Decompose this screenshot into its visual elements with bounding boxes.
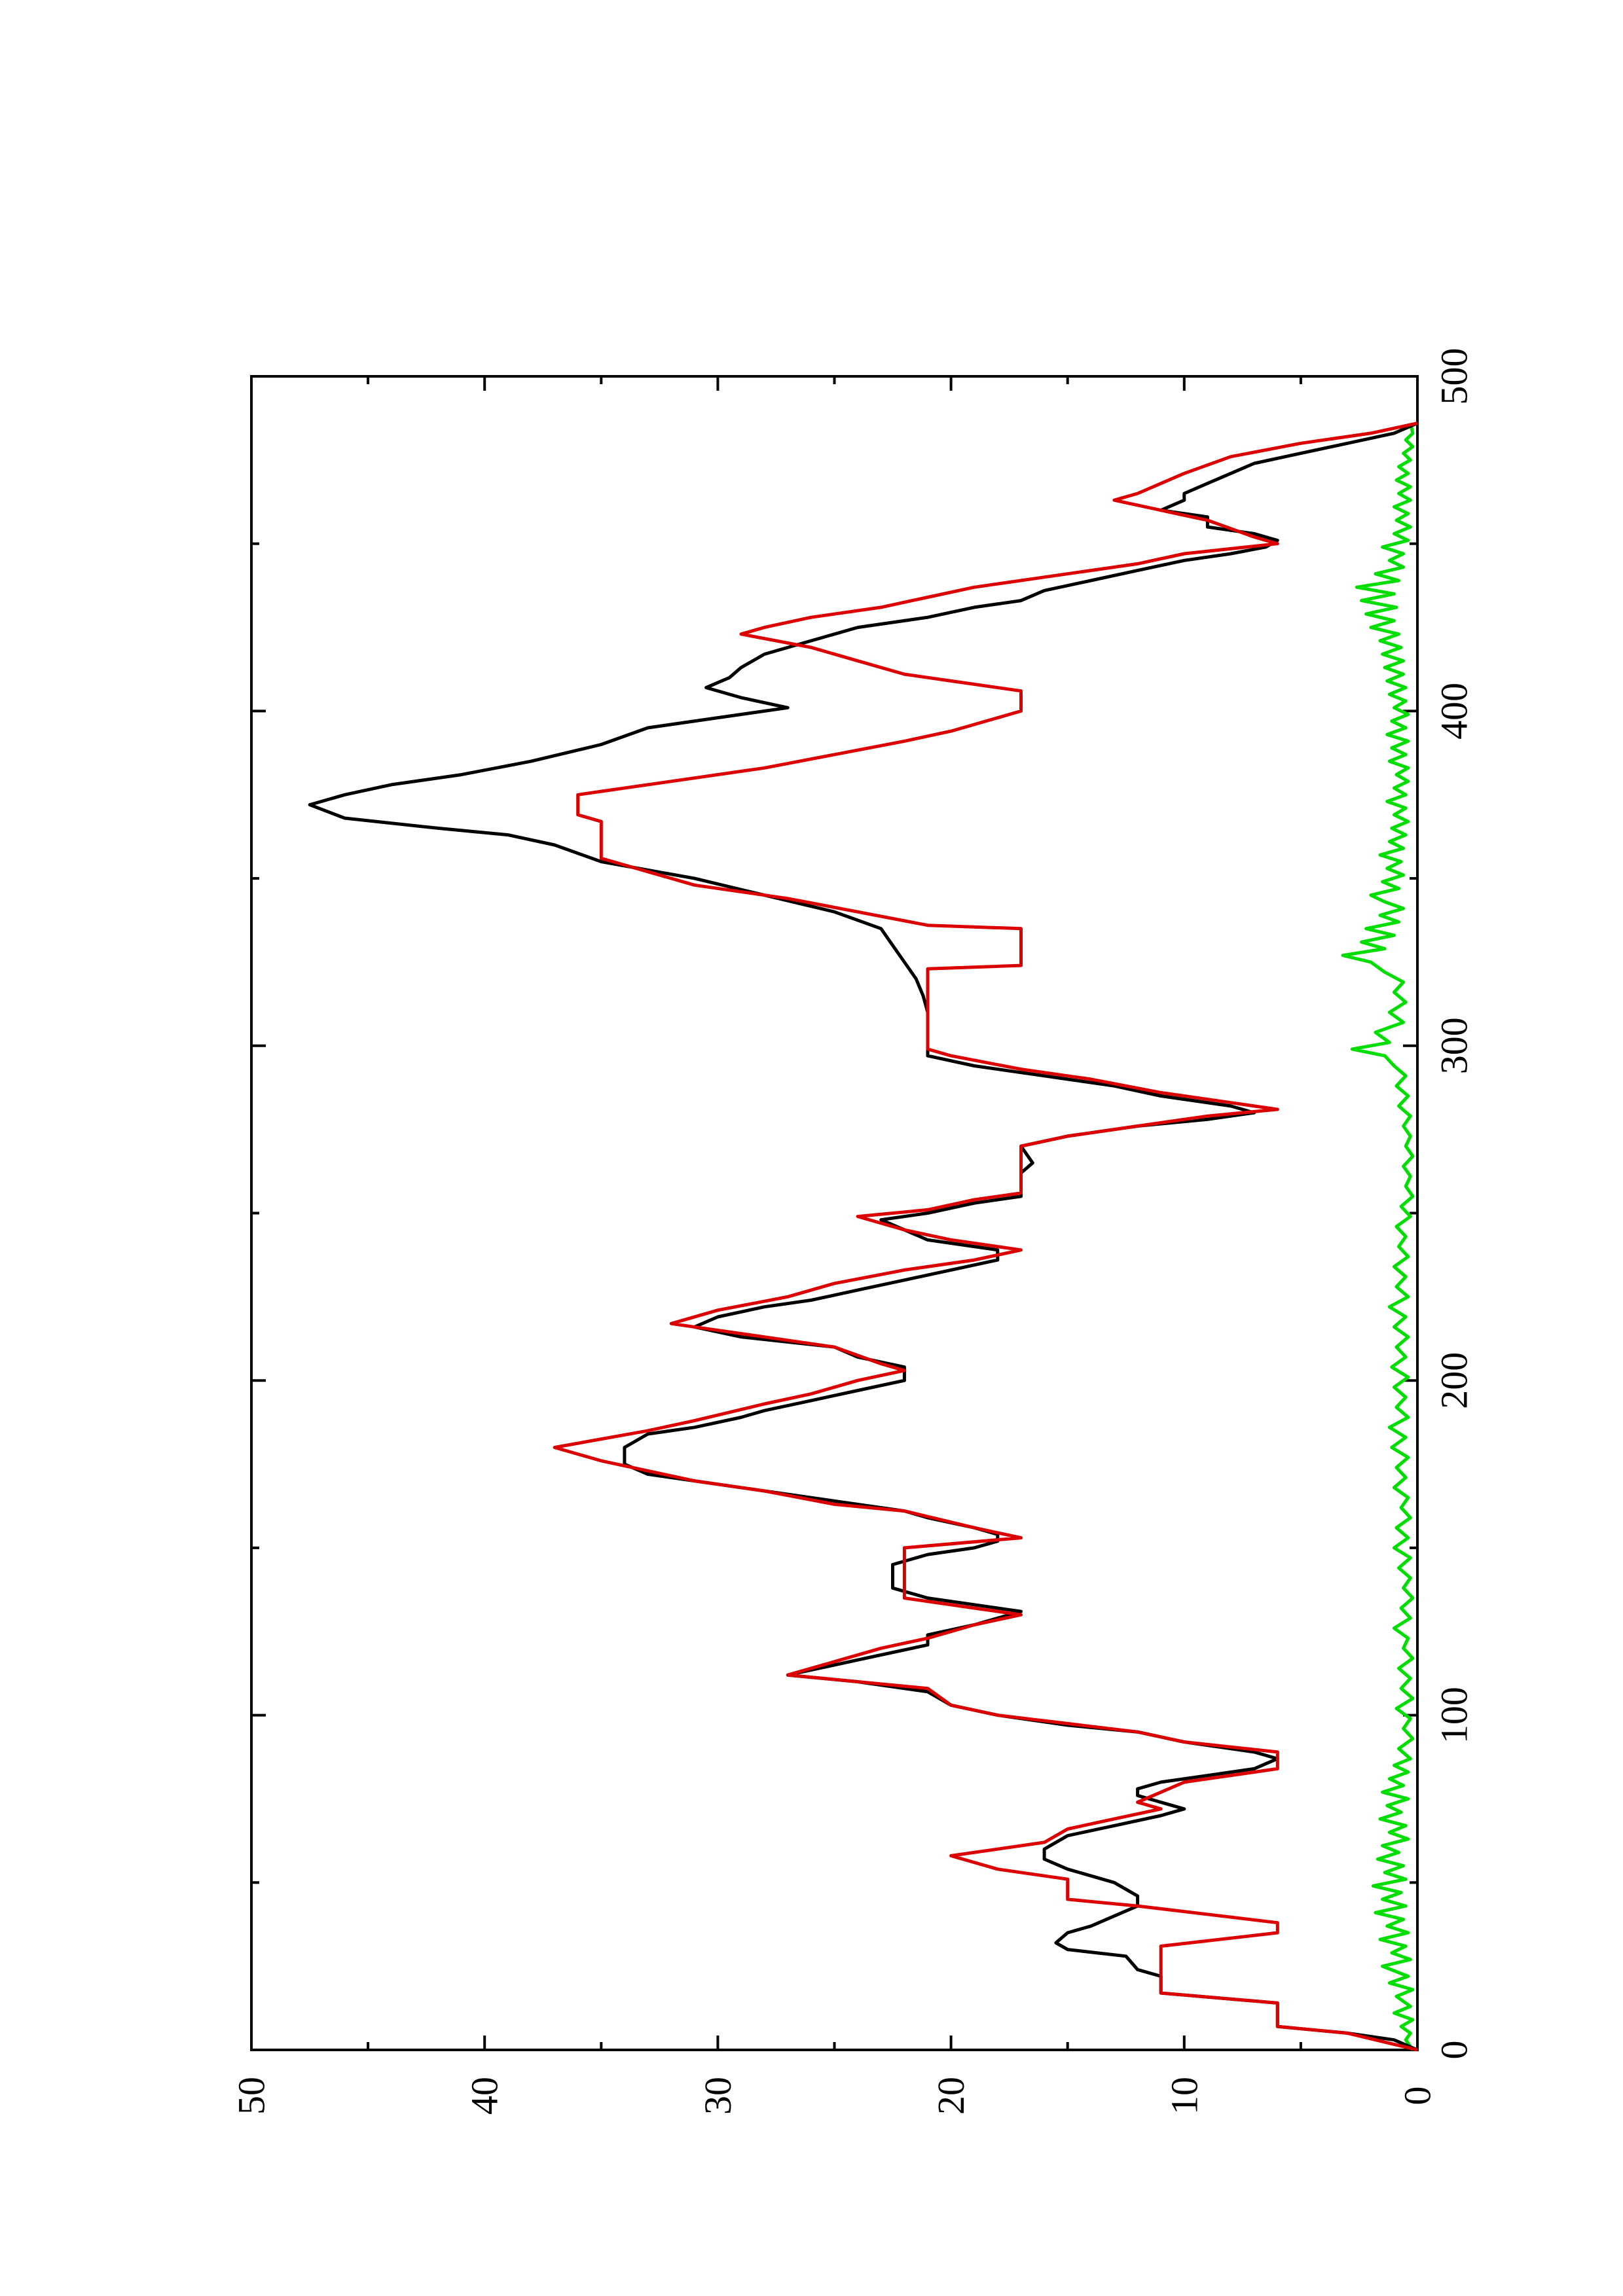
y-tick-label: 30 <box>697 2077 739 2115</box>
y-tick-label: 20 <box>930 2077 972 2115</box>
y-tick-label: 0 <box>1396 2087 1439 2106</box>
y-tick-label: 40 <box>464 2077 506 2115</box>
x-tick-label: 300 <box>1433 1017 1476 1074</box>
x-tick-label: 100 <box>1433 1687 1476 1744</box>
series-green-line <box>1341 423 1415 2051</box>
series-black-line <box>308 422 1418 2052</box>
series-layer <box>308 422 1418 2052</box>
axis-ticks <box>250 375 1419 2051</box>
plot-frame <box>250 375 1419 2051</box>
y-tick-label: 50 <box>230 2077 273 2115</box>
x-tick-label: 0 <box>1433 2041 1476 2060</box>
y-tick-label: 10 <box>1163 2077 1205 2115</box>
x-tick-label: 400 <box>1433 683 1476 740</box>
series-red-line <box>553 422 1418 2052</box>
axis-tick-labels: 0 100 200 300 400 500 0 10 20 30 40 50 <box>230 348 1476 2115</box>
x-tick-label: 500 <box>1433 348 1476 405</box>
x-tick-label: 200 <box>1433 1352 1476 1409</box>
